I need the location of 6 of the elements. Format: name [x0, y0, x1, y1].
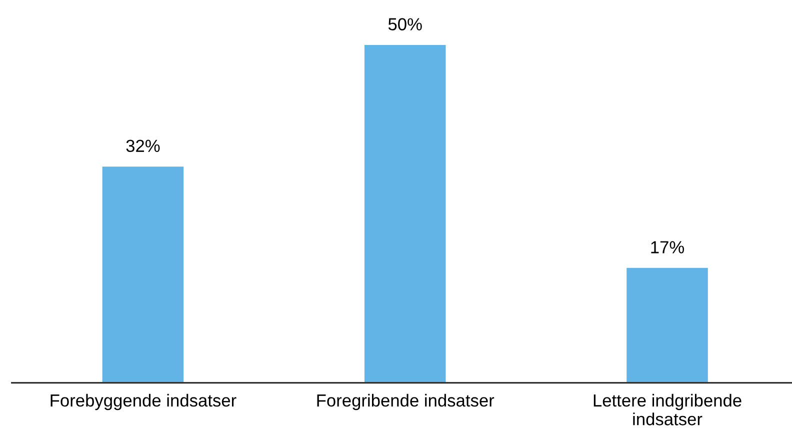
data-label: 50% — [388, 18, 422, 30]
x-tick-label: Forebyggende indsatser — [50, 394, 236, 410]
x-tick-label: Lettere indgribende indsatser — [594, 394, 742, 426]
data-label: 32% — [126, 140, 160, 152]
data-label: 17% — [651, 241, 684, 254]
x-tick-label: Foregribende indsatser — [317, 394, 494, 410]
